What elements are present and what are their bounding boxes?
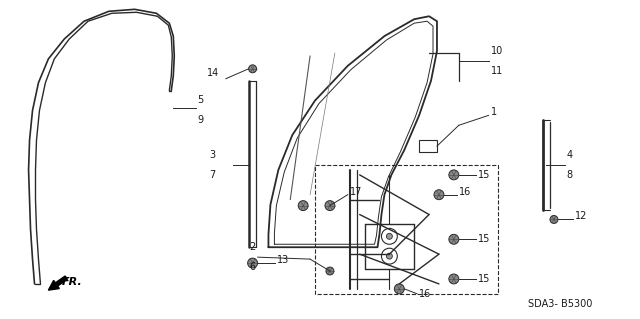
Text: SDA3- B5300: SDA3- B5300	[528, 299, 593, 309]
Circle shape	[387, 253, 392, 259]
Text: 4: 4	[567, 150, 573, 160]
Circle shape	[449, 234, 459, 244]
Text: 17: 17	[349, 187, 362, 197]
Circle shape	[326, 267, 334, 275]
Text: 16: 16	[459, 187, 471, 197]
Text: 16: 16	[419, 289, 431, 299]
Text: 15: 15	[477, 274, 490, 284]
Circle shape	[449, 274, 459, 284]
Text: 7: 7	[210, 170, 216, 180]
Circle shape	[248, 65, 257, 73]
Text: 6: 6	[250, 262, 255, 272]
Text: 12: 12	[575, 211, 587, 221]
Text: 14: 14	[207, 68, 219, 78]
Text: 10: 10	[490, 46, 503, 56]
Circle shape	[434, 190, 444, 200]
Text: 2: 2	[250, 242, 255, 252]
Text: FR.: FR.	[62, 277, 83, 287]
Circle shape	[248, 258, 257, 268]
Circle shape	[387, 234, 392, 239]
Circle shape	[394, 284, 404, 294]
Text: 8: 8	[567, 170, 573, 180]
Circle shape	[298, 201, 308, 211]
Text: 13: 13	[277, 255, 290, 265]
Text: 15: 15	[477, 234, 490, 244]
Text: 5: 5	[197, 95, 204, 106]
Text: 11: 11	[490, 66, 503, 76]
Circle shape	[325, 201, 335, 211]
Text: 3: 3	[210, 150, 216, 160]
Text: 1: 1	[490, 108, 497, 117]
FancyArrow shape	[49, 276, 67, 290]
Text: 9: 9	[197, 115, 204, 125]
Circle shape	[550, 216, 558, 223]
Circle shape	[449, 170, 459, 180]
Text: 15: 15	[477, 170, 490, 180]
